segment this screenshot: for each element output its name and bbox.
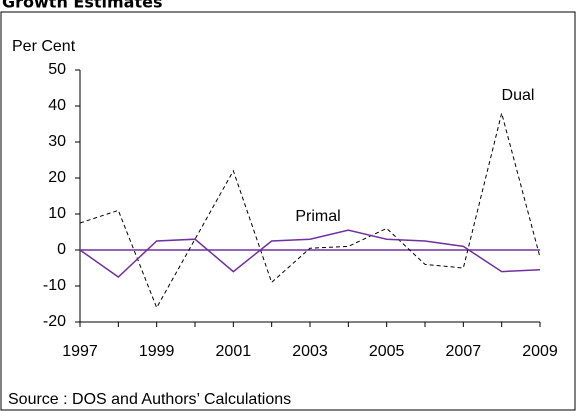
y-tick-label: 20 bbox=[48, 169, 66, 186]
x-tick-label: 2009 bbox=[522, 343, 558, 360]
chart-title: Growth Estimates bbox=[2, 0, 162, 12]
x-tick-label: 1999 bbox=[139, 343, 175, 360]
chart-frame bbox=[0, 11, 576, 411]
series-line bbox=[79, 113, 541, 309]
y-axis-label: Per Cent bbox=[12, 38, 76, 55]
y-tick-label: 0 bbox=[57, 241, 66, 258]
series-label: Dual bbox=[502, 87, 535, 104]
y-tick-label: 10 bbox=[48, 205, 66, 222]
y-tick-label: -20 bbox=[43, 313, 66, 330]
series-line bbox=[79, 229, 541, 278]
x-tick-label: 2001 bbox=[216, 343, 252, 360]
y-tick-label: 50 bbox=[48, 61, 66, 78]
y-tick-label: 30 bbox=[48, 133, 66, 150]
x-tick-label: 2003 bbox=[292, 343, 328, 360]
y-tick-label: -10 bbox=[43, 277, 66, 294]
y-tick-label: 40 bbox=[48, 97, 66, 114]
x-tick-label: 2005 bbox=[369, 343, 405, 360]
x-tick-label: 2007 bbox=[446, 343, 482, 360]
x-tick-label: 1997 bbox=[62, 343, 98, 360]
source-note: Source : DOS and Authors’ Calculations bbox=[8, 391, 291, 408]
series-label: Primal bbox=[295, 208, 340, 225]
